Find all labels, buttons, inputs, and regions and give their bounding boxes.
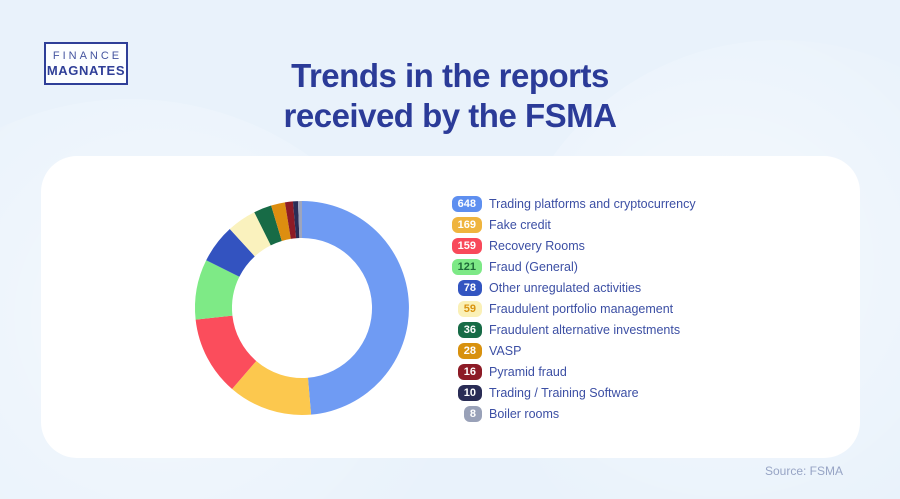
donut-segment-9 [292, 201, 300, 239]
legend-badge-slot: 648 [448, 195, 482, 212]
legend-badge-slot: 78 [448, 279, 482, 296]
legend-value-badge: 169 [451, 216, 482, 233]
donut-segment-0 [302, 201, 409, 415]
donut-segment-8 [284, 201, 297, 239]
legend-badge-slot: 36 [448, 321, 482, 338]
legend-badge-slot: 10 [448, 384, 482, 401]
legend-value-badge: 121 [451, 258, 482, 275]
donut-segment-4 [206, 229, 255, 277]
finance-magnates-logo: FINANCE MAGNATES [44, 42, 128, 85]
page-title-line2: received by the FSMA [283, 97, 617, 134]
legend-item: 159 Recovery Rooms [448, 235, 696, 256]
legend-item-label: Trading / Training Software [489, 385, 639, 400]
legend-value-badge: 36 [457, 321, 482, 338]
legend-item: 36 Fraudulent alternative investments [448, 319, 696, 340]
donut-segment-3 [195, 260, 240, 320]
legend-badge-slot: 121 [448, 258, 482, 275]
legend-item: 78 Other unregulated activities [448, 277, 696, 298]
legend-item-label: Fraud (General) [489, 259, 578, 274]
legend-item-label: Recovery Rooms [489, 238, 585, 253]
legend-item-label: Boiler rooms [489, 406, 560, 421]
chart-legend: 648 Trading platforms and cryptocurrency 1… [448, 193, 696, 424]
legend-item: 28 VASP [448, 340, 696, 361]
legend-item-label: Fraudulent alternative investments [489, 322, 681, 337]
legend-value-badge: 28 [457, 342, 482, 359]
legend-item: 648 Trading platforms and cryptocurrency [448, 193, 696, 214]
page-title: Trends in the reports received by the FS… [0, 56, 900, 136]
logo-line-magnates: MAGNATES [46, 62, 126, 78]
legend-badge-slot: 169 [448, 216, 482, 233]
donut-segment-5 [229, 212, 271, 257]
legend-badge-slot: 159 [448, 237, 482, 254]
legend-value-badge: 648 [451, 195, 482, 212]
legend-badge-slot: 59 [448, 300, 482, 317]
legend-item: 59 Fraudulent portfolio management [448, 298, 696, 319]
legend-value-badge: 78 [457, 279, 482, 296]
chart-card: 648 Trading platforms and cryptocurrency 1… [41, 156, 860, 458]
donut-chart [181, 187, 423, 429]
legend-item-label: Trading platforms and cryptocurrency [489, 196, 696, 211]
legend-item-label: Pyramid fraud [489, 364, 567, 379]
legend-item-label: Fake credit [489, 217, 551, 232]
legend-value-badge: 159 [451, 237, 482, 254]
legend-item: 121 Fraud (General) [448, 256, 696, 277]
legend-value-badge: 8 [463, 405, 482, 422]
page-title-line1: Trends in the reports [291, 57, 609, 94]
legend-item: 16 Pyramid fraud [448, 361, 696, 382]
donut-segment-2 [195, 315, 257, 389]
legend-badge-slot: 8 [448, 405, 482, 422]
legend-value-badge: 59 [457, 300, 482, 317]
legend-value-badge: 10 [457, 384, 482, 401]
legend-item: 10 Trading / Training Software [448, 382, 696, 403]
donut-segment-7 [271, 202, 291, 241]
legend-item-label: VASP [489, 343, 522, 358]
donut-segment-6 [254, 205, 282, 246]
legend-badge-slot: 16 [448, 363, 482, 380]
legend-item: 8 Boiler rooms [448, 403, 696, 424]
legend-value-badge: 16 [457, 363, 482, 380]
logo-line-finance: FINANCE [52, 49, 123, 62]
donut-segment-1 [232, 360, 312, 415]
legend-item: 169 Fake credit [448, 214, 696, 235]
source-note: Source: FSMA [764, 464, 843, 478]
donut-segment-10 [297, 201, 302, 239]
donut-chart-svg [195, 201, 409, 415]
legend-item-label: Fraudulent portfolio management [489, 301, 674, 316]
legend-item-label: Other unregulated activities [489, 280, 642, 295]
legend-badge-slot: 28 [448, 342, 482, 359]
